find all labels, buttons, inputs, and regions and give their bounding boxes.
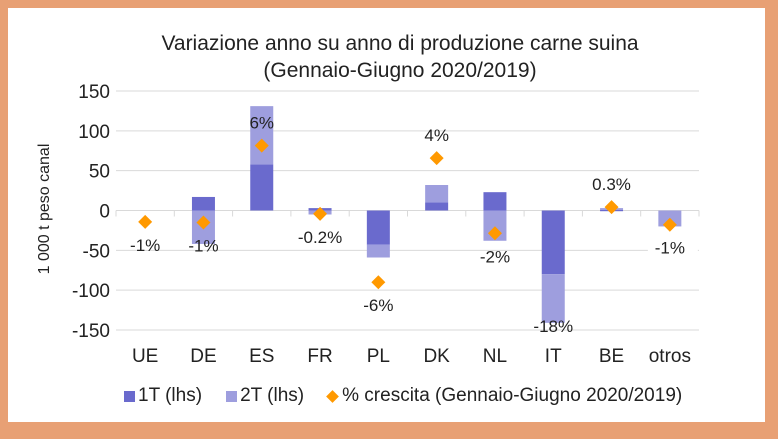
growth-marker bbox=[662, 217, 677, 232]
bar-1t bbox=[425, 202, 449, 211]
x-tick-label: FR bbox=[307, 346, 332, 367]
y-tick-label: 0 bbox=[99, 202, 110, 223]
legend-item-1t: 1T (lhs) bbox=[124, 385, 202, 407]
growth-marker bbox=[429, 151, 444, 166]
bar-2t bbox=[425, 185, 449, 203]
legend: 1T (lhs) 2T (lhs) % crescita (Gennaio-Gi… bbox=[124, 385, 682, 407]
growth-data-label: 0.3% bbox=[592, 175, 631, 194]
data-label-bg bbox=[647, 237, 698, 258]
x-tick-label: PL bbox=[367, 346, 390, 367]
growth-marker bbox=[138, 214, 153, 229]
y-tick-label: -50 bbox=[83, 241, 110, 262]
growth-marker bbox=[254, 138, 269, 153]
bar-1t bbox=[191, 196, 215, 211]
growth-data-label: -0.2% bbox=[298, 228, 342, 247]
growth-data-label: -18% bbox=[533, 317, 573, 336]
legend-label-1t: 1T (lhs) bbox=[138, 385, 203, 406]
x-tick-label: ES bbox=[249, 346, 274, 367]
x-tick-label: BE bbox=[599, 346, 624, 367]
bar-2t bbox=[541, 274, 565, 323]
legend-label-2t: 2T (lhs) bbox=[240, 385, 305, 406]
x-tick-label: UE bbox=[132, 346, 158, 367]
growth-marker bbox=[604, 200, 619, 215]
legend-item-growth: % crescita (Gennaio-Giugno 2020/2019) bbox=[326, 385, 683, 407]
y-tick-label: 100 bbox=[78, 122, 110, 143]
bar-2t bbox=[250, 106, 274, 165]
y-tick-label: 50 bbox=[89, 162, 110, 183]
bar-1t bbox=[483, 192, 507, 211]
growth-data-label: 6% bbox=[249, 114, 274, 133]
legend-diamond-icon bbox=[326, 389, 339, 403]
growth-data-label: -6% bbox=[363, 296, 393, 315]
chart-title-line2: (Gennaio-Giugno 2020/2019) bbox=[263, 59, 537, 82]
x-tick-label: NL bbox=[483, 346, 507, 367]
growth-data-label: -1% bbox=[130, 236, 160, 255]
x-tick-label: DE bbox=[190, 346, 216, 367]
x-tick-label: IT bbox=[545, 346, 562, 367]
y-tick-label: 150 bbox=[78, 82, 110, 103]
bar-1t bbox=[366, 210, 390, 245]
bar-1t bbox=[541, 210, 565, 275]
y-tick-label: -150 bbox=[72, 321, 110, 342]
x-tick-label: otros bbox=[649, 346, 691, 367]
legend-swatch-2t bbox=[226, 390, 238, 402]
legend-label-growth: % crescita (Gennaio-Giugno 2020/2019) bbox=[342, 385, 683, 406]
y-tick-label: -100 bbox=[72, 281, 110, 302]
growth-marker bbox=[196, 215, 211, 230]
chart-title: Variazione anno su anno di produzione ca… bbox=[100, 30, 700, 84]
growth-marker bbox=[371, 275, 386, 290]
growth-data-label: 4% bbox=[424, 126, 449, 145]
legend-swatch-1t bbox=[124, 390, 135, 402]
chart-title-line1: Variazione anno su anno di produzione ca… bbox=[161, 32, 639, 55]
growth-marker bbox=[487, 226, 502, 241]
growth-data-label: -1% bbox=[655, 239, 685, 258]
legend-item-2t: 2T (lhs) bbox=[226, 385, 304, 407]
growth-marker bbox=[313, 206, 328, 221]
x-tick-label: DK bbox=[423, 346, 450, 367]
growth-data-label: -1% bbox=[188, 236, 218, 255]
bar-1t bbox=[250, 164, 274, 211]
growth-data-label: -2% bbox=[480, 247, 510, 266]
bar-2t bbox=[366, 244, 390, 258]
